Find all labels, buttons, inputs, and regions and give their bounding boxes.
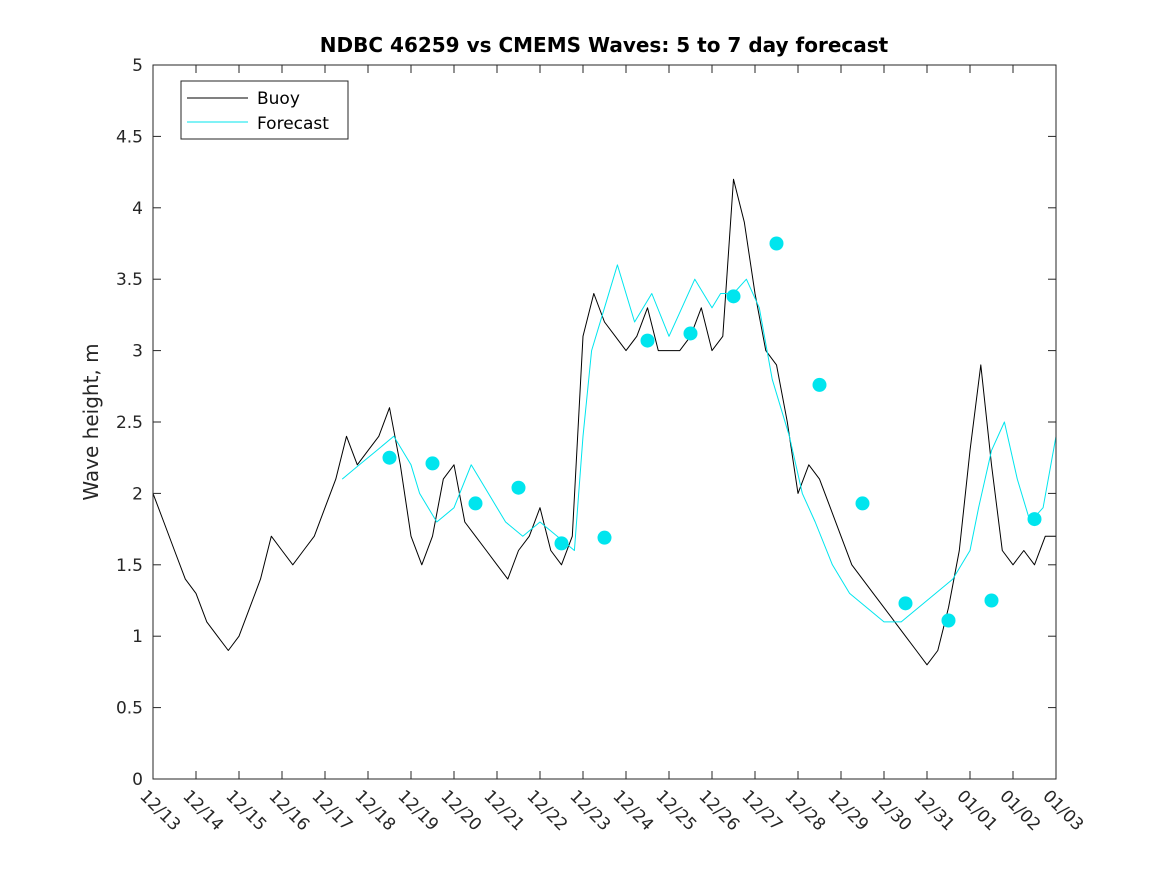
y-tick-label: 3.5: [116, 270, 143, 290]
series-layer: [153, 178, 1056, 666]
forecast-marker: [1027, 512, 1042, 527]
y-tick-label: 2: [132, 484, 143, 504]
forecast-marker: [683, 326, 698, 341]
legend-box: [180, 80, 349, 140]
forecast-marker: [382, 450, 397, 465]
plot-clip-group: [153, 178, 1056, 666]
forecast-marker: [468, 496, 483, 511]
y-tick-label: 5: [132, 56, 143, 76]
y-tick-label: 0.5: [116, 699, 143, 719]
forecast-marker: [511, 480, 526, 495]
forecast-marker: [941, 613, 956, 628]
series-line-forecast: [341, 264, 1056, 623]
y-tick-label: 3: [132, 342, 143, 362]
forecast-marker: [898, 596, 913, 611]
legend-forecast-label: Forecast: [257, 114, 329, 134]
forecast-marker: [855, 496, 870, 511]
forecast-marker: [425, 456, 440, 471]
legend: Buoy Forecast: [180, 80, 349, 140]
y-tick-label: 1: [132, 627, 143, 647]
y-axis: 0 0.5 1 1.5 2 2.5 3 3.5 4 4.5 5: [116, 56, 1056, 790]
forecast-marker: [984, 593, 999, 608]
legend-buoy-label: Buoy: [257, 89, 300, 109]
y-tick-label: 4.5: [116, 127, 143, 147]
plot-area: [153, 65, 1056, 779]
y-tick-label: 0: [132, 770, 143, 790]
series-line-buoy: [153, 178, 1056, 666]
forecast-marker: [812, 377, 827, 392]
forecast-marker: [597, 530, 612, 545]
y-axis-label: Wave height, m: [79, 343, 103, 500]
forecast-marker: [726, 289, 741, 304]
forecast-marker: [554, 536, 569, 551]
y-tick-label: 2.5: [116, 413, 143, 433]
forecast-marker: [769, 236, 784, 251]
y-tick-label: 4: [132, 199, 143, 219]
chart-title: NDBC 46259 vs CMEMS Waves: 5 to 7 day fo…: [320, 33, 889, 57]
forecast-marker: [640, 333, 655, 348]
y-tick-label: 1.5: [116, 556, 143, 576]
